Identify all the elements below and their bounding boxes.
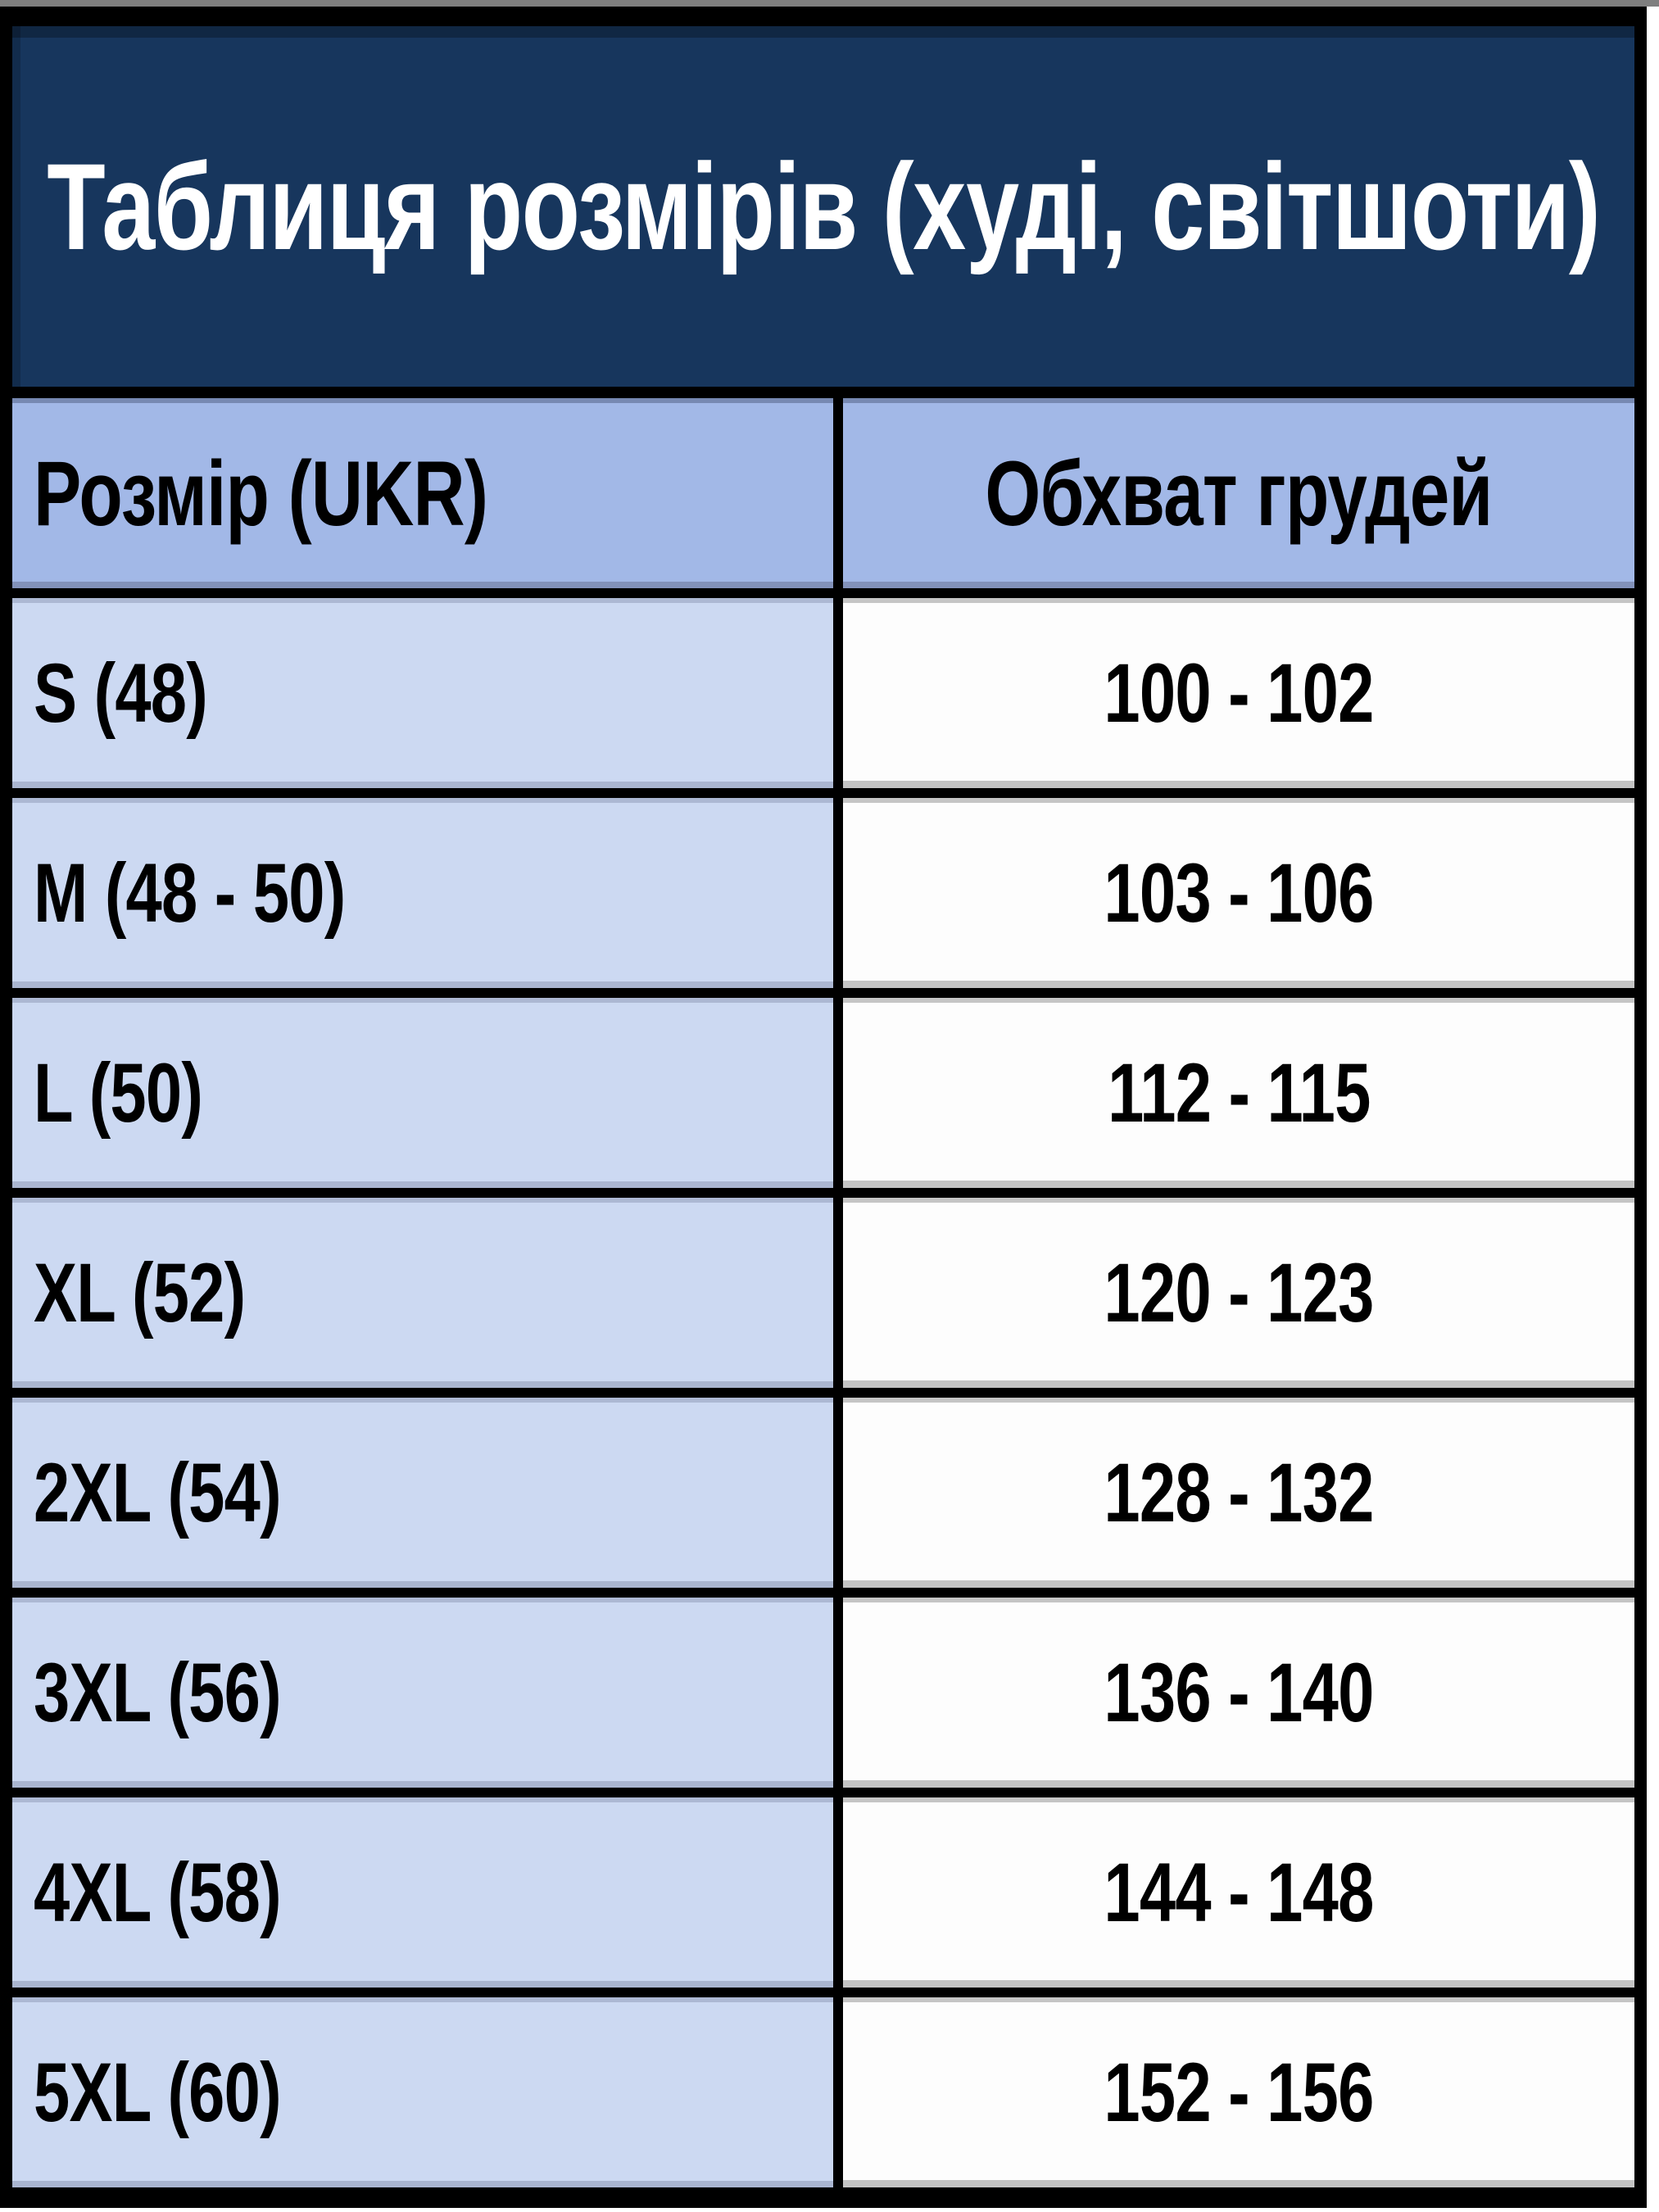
- column-header-chest-label: Обхват грудей: [985, 442, 1493, 545]
- size-value: 3XL (56): [34, 1645, 282, 1739]
- chest-value: 100 - 102: [1104, 646, 1374, 740]
- size-value: 5XL (60): [34, 2045, 282, 2139]
- chest-cell: 112 - 115: [842, 998, 1634, 1188]
- chest-value: 144 - 148: [1104, 1845, 1374, 1939]
- column-header-size: Розмір (UKR): [12, 398, 833, 588]
- chest-cell: 103 - 106: [842, 798, 1634, 988]
- title-band: Таблиця розмірів (худі, світшоти): [12, 26, 1634, 398]
- size-cell: S (48): [12, 598, 833, 788]
- chest-cell: 100 - 102: [842, 598, 1634, 788]
- column-header-size-label: Розмір (UKR): [34, 442, 488, 545]
- size-value: S (48): [34, 646, 208, 740]
- chest-cell: 128 - 132: [842, 1398, 1634, 1588]
- size-value: M (48 - 50): [34, 845, 346, 940]
- chest-value: 136 - 140: [1104, 1645, 1374, 1739]
- chest-value: 128 - 132: [1104, 1445, 1374, 1539]
- chest-cell: 136 - 140: [842, 1598, 1634, 1788]
- chest-value: 112 - 115: [1107, 1045, 1371, 1140]
- column-header-chest: Обхват грудей: [842, 398, 1634, 588]
- size-value: L (50): [34, 1045, 203, 1140]
- size-value: 4XL (58): [34, 1845, 282, 1939]
- size-cell: L (50): [12, 998, 833, 1188]
- size-cell: 2XL (54): [12, 1398, 833, 1588]
- chest-cell: 144 - 148: [842, 1797, 1634, 1988]
- size-cell: M (48 - 50): [12, 798, 833, 988]
- size-cell: 4XL (58): [12, 1797, 833, 1988]
- page-title: Таблиця розмірів (худі, світшоти): [47, 137, 1601, 275]
- chest-value: 152 - 156: [1104, 2045, 1374, 2139]
- chest-value: 120 - 123: [1104, 1245, 1374, 1339]
- top-edge-strip: [0, 0, 1659, 7]
- size-cell: 3XL (56): [12, 1598, 833, 1788]
- chest-value: 103 - 106: [1104, 845, 1374, 940]
- size-cell: XL (52): [12, 1198, 833, 1388]
- size-value: 2XL (54): [34, 1445, 282, 1539]
- size-value: XL (52): [34, 1245, 246, 1339]
- chest-cell: 120 - 123: [842, 1198, 1634, 1388]
- chest-cell: 152 - 156: [842, 1997, 1634, 2187]
- size-chart-table: Таблиця розмірів (худі, світшоти) Розмір…: [0, 7, 1647, 2208]
- table-grid: Розмір (UKR) Обхват грудей S (48) 100 - …: [12, 398, 1634, 2187]
- size-cell: 5XL (60): [12, 1997, 833, 2187]
